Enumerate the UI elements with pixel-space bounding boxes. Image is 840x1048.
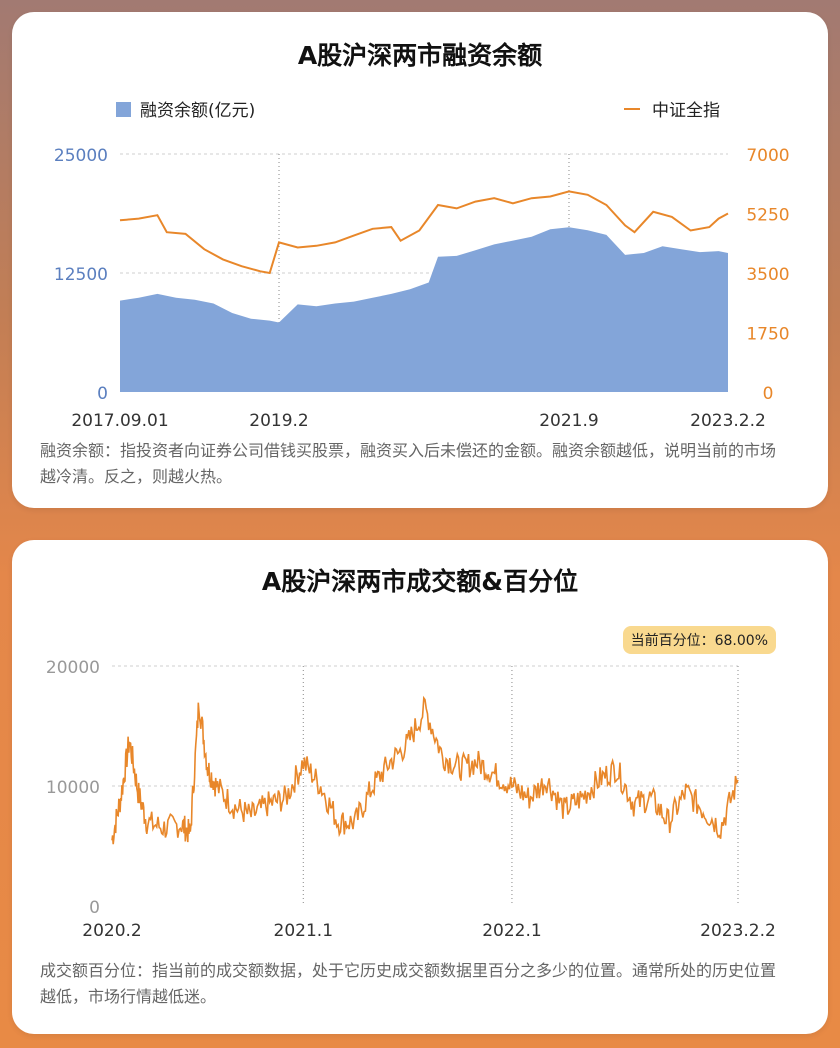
right-axis-tick: 0 xyxy=(763,384,774,404)
legend-area-swatch xyxy=(116,102,131,117)
left-axis-tick: 25000 xyxy=(54,146,108,166)
right-axis-tick: 7000 xyxy=(746,146,789,166)
y-axis-tick: 20000 xyxy=(46,658,100,678)
x-tick-label: 2021.9 xyxy=(539,411,598,431)
percentile-badge: 当前百分位：68.00% xyxy=(622,626,776,654)
x-tick-label: 2021.1 xyxy=(274,921,333,941)
chart2-note: 成交额百分位：指当前的成交额数据，处于它历史成交额数据里百分之多少的位置。通常所… xyxy=(40,961,777,1006)
left-axis-tick: 12500 xyxy=(54,265,108,285)
x-tick-label: 2019.2 xyxy=(249,411,308,431)
left-axis-tick: 0 xyxy=(97,384,108,404)
csi-all-share-line xyxy=(119,190,729,275)
right-axis-tick: 5250 xyxy=(746,206,789,226)
x-tick-label: 2020.2 xyxy=(82,921,141,941)
margin-balance-card: A股沪深两市融资余额 融资余额(亿元) 中证全指 25000 12500 0 7000… xyxy=(12,12,828,508)
chart2-svg: 20000 10000 0 2020.2 2021.1 2022.1 2023.2.2 xyxy=(46,658,776,941)
right-axis-tick: 3500 xyxy=(746,265,789,285)
margin-balance-area xyxy=(120,227,728,392)
chart1-svg: 融资余额(亿元) 中证全指 25000 12500 0 7000 5250 3500 175… xyxy=(54,101,790,431)
x-tick-label: 2017.09.01 xyxy=(71,411,168,431)
legend-line-label: 中证全指 xyxy=(652,101,720,121)
right-axis-tick: 1750 xyxy=(746,325,789,345)
x-tick-label: 2023.2.2 xyxy=(690,411,766,431)
y-axis-tick: 0 xyxy=(89,898,100,918)
turnover-line xyxy=(111,695,739,845)
turnover-card: A股沪深两市成交额&百分位 当前百分位：68.00% 20000 10000 0 20… xyxy=(12,540,828,1034)
x-tick-label: 2023.2.2 xyxy=(700,921,776,941)
y-axis-tick: 10000 xyxy=(46,778,100,798)
chart1-title: A股沪深两市融资余额 xyxy=(293,40,547,72)
legend-area-label: 融资余额(亿元) xyxy=(140,101,255,121)
chart1-note: 融资余额：指投资者向证券公司借钱买股票，融资买入后未偿还的金额。融资余额越低，说… xyxy=(40,441,777,486)
chart2-title: A股沪深两市成交额&百分位 xyxy=(257,566,583,598)
x-tick-label: 2022.1 xyxy=(482,921,541,941)
